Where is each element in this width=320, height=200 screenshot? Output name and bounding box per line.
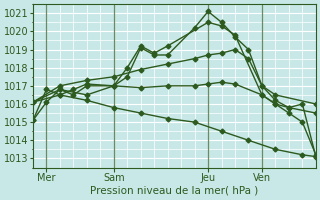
X-axis label: Pression niveau de la mer( hPa ): Pression niveau de la mer( hPa ) — [90, 186, 259, 196]
